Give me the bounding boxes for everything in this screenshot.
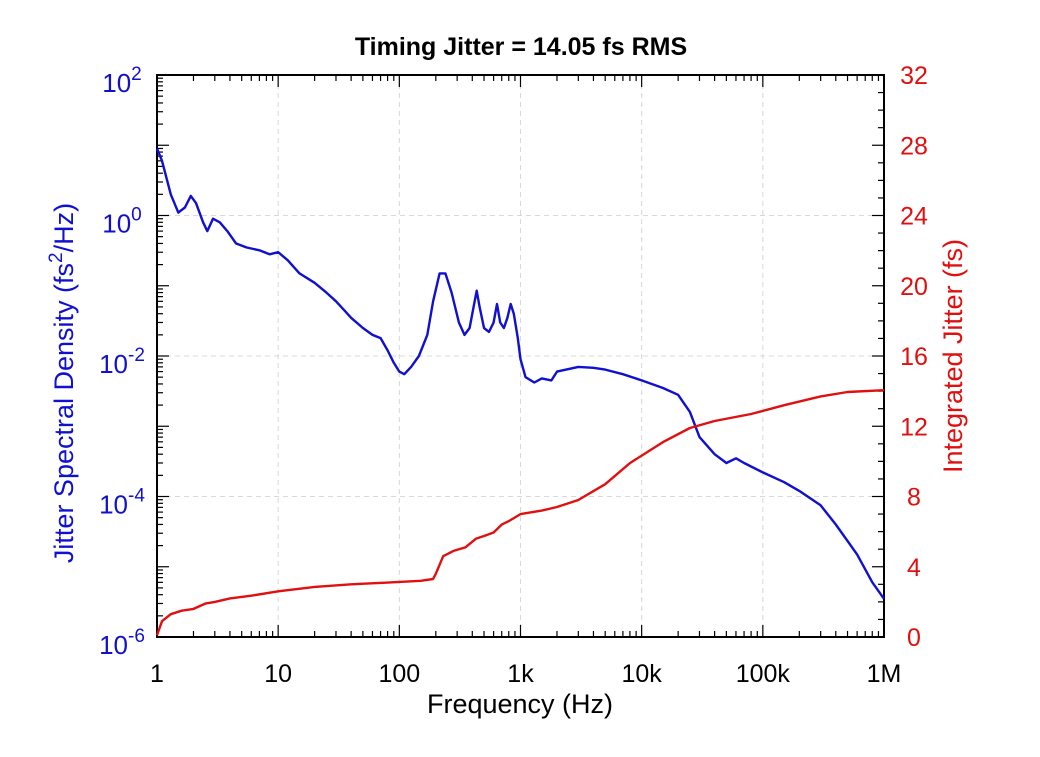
right-y-tick-label: 32 xyxy=(900,62,928,90)
x-tick-labels: 1 10 100 1k 10k 100k 1M xyxy=(150,660,901,688)
left-y-label-post: /Hz) xyxy=(49,203,79,253)
left-y-label-pre: Jitter Spectral Density (fs xyxy=(49,263,79,563)
left-y-axis-label: Jitter Spectral Density (fs2/Hz) xyxy=(46,203,79,563)
right-y-tick-label: 12 xyxy=(900,413,928,441)
left-y-tick-label: 102 xyxy=(102,64,142,98)
right-y-tick-label: 20 xyxy=(900,273,928,301)
integrated-jitter-line xyxy=(155,389,885,636)
right-y-tick-labels: 0 4 8 12 16 20 24 28 32 xyxy=(900,62,928,652)
right-y-tick-label: 4 xyxy=(907,554,921,582)
plot-frame xyxy=(156,74,885,638)
right-y-axis-label: Integrated Jitter (fs) xyxy=(938,239,968,473)
left-y-tick-labels: 102 100 10-2 10-4 10-6 xyxy=(99,64,145,660)
left-y-tick-label: 10-2 xyxy=(99,345,145,379)
left-y-tick-label: 10-6 xyxy=(99,626,145,660)
series-group xyxy=(155,148,885,636)
right-y-tick-label: 0 xyxy=(907,624,921,652)
left-y-label-sup: 2 xyxy=(46,252,67,263)
x-tick-label: 100 xyxy=(378,660,420,688)
jitter-density-line xyxy=(155,148,885,600)
x-axis-label: Frequency (Hz) xyxy=(427,689,613,719)
right-y-tick-label: 28 xyxy=(900,132,928,160)
right-y-tick-label: 8 xyxy=(907,484,921,512)
right-y-tick-label: 16 xyxy=(900,343,928,371)
x-tick-label: 1 xyxy=(150,660,164,688)
chart-title: Timing Jitter = 14.05 fs RMS xyxy=(355,33,687,61)
x-tick-label: 10 xyxy=(264,660,292,688)
x-tick-label: 1k xyxy=(507,660,534,688)
x-tick-label: 10k xyxy=(622,660,663,688)
x-tick-label: 100k xyxy=(736,660,791,688)
x-tick-label: 1M xyxy=(867,660,902,688)
left-y-tick-label: 100 xyxy=(102,205,142,239)
right-y-tick-label: 24 xyxy=(900,203,928,231)
left-y-tick-label: 10-4 xyxy=(99,486,145,520)
